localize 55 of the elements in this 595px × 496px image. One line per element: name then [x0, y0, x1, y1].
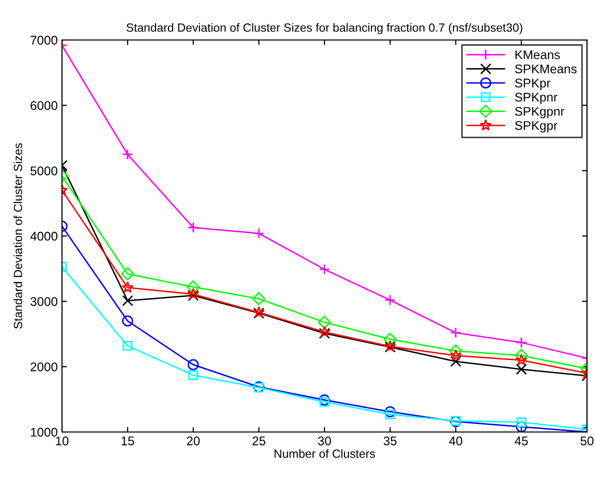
legend-label: SPKpnr	[515, 92, 558, 104]
x-tick-label: 50	[580, 436, 594, 446]
y-tick-label: 4000	[30, 232, 58, 241]
point	[188, 359, 199, 370]
point	[515, 354, 528, 366]
y-tick-label: 6000	[30, 101, 58, 110]
legend-label: SPKpr	[515, 78, 550, 90]
point	[384, 406, 396, 418]
x-tick-label: 20	[186, 436, 200, 446]
point	[450, 327, 462, 338]
point	[121, 267, 134, 280]
point	[122, 315, 134, 326]
point	[188, 370, 198, 380]
x-tick-label: 25	[252, 436, 266, 446]
legend-label: SPKMeans	[515, 64, 577, 74]
y-tick-label: 2000	[30, 362, 58, 372]
point	[318, 264, 330, 275]
y-tick-label: 1000	[30, 428, 58, 437]
point	[320, 397, 330, 407]
point	[253, 228, 264, 239]
x-tick-label: 45	[514, 436, 528, 446]
point	[449, 344, 462, 358]
point	[450, 356, 462, 367]
point	[122, 295, 134, 306]
point	[318, 316, 332, 329]
x-tick-label: 35	[384, 436, 397, 446]
point	[122, 148, 134, 160]
point	[516, 364, 527, 375]
point	[252, 292, 266, 306]
point	[384, 294, 396, 306]
point	[122, 340, 132, 351]
x-axis-title: Number of Clusters	[274, 449, 375, 458]
legend-label: SPKgpr	[515, 121, 558, 132]
x-tick-label: 30	[318, 436, 331, 446]
point	[450, 349, 462, 361]
point	[516, 336, 527, 348]
point	[186, 280, 200, 294]
point	[516, 421, 527, 432]
point	[385, 410, 395, 420]
x-tick-label: 15	[122, 436, 134, 446]
y-tick-label: 7000	[30, 36, 58, 45]
legend-label: SPKgpnr	[515, 106, 564, 118]
y-tick-label: 5000	[30, 166, 58, 176]
point	[516, 417, 526, 428]
y-axis-title: Standard Deviation of Cluster Sizes	[13, 143, 22, 329]
point	[384, 332, 397, 346]
point	[318, 394, 330, 406]
x-tick-label: 10	[56, 436, 68, 446]
y-tick-label: 3000	[30, 297, 58, 306]
x-tick-label: 40	[449, 436, 462, 446]
point	[514, 348, 528, 362]
point	[188, 222, 199, 234]
point	[122, 281, 134, 293]
chart-title: Standard Deviation of Cluster Sizes for balancing fraction 0.7 (nsf/subset30)	[126, 23, 522, 34]
legend-label: KMeans	[515, 50, 560, 60]
